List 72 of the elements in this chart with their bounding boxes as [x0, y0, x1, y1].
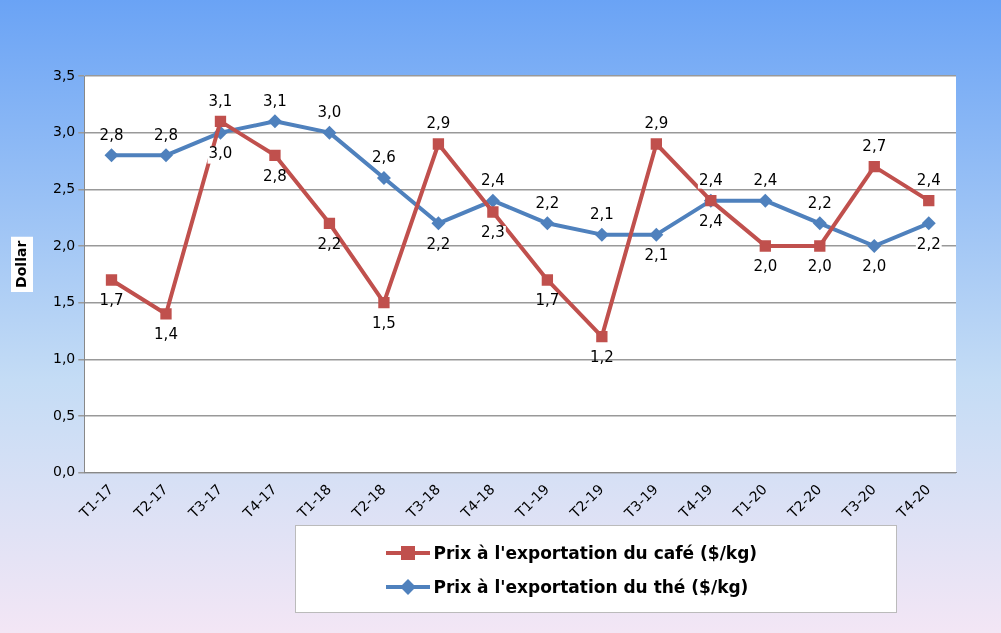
point — [376, 170, 391, 185]
y-tick-label: 3,5 — [53, 66, 76, 83]
point — [104, 148, 119, 163]
data-label: 2,6 — [371, 148, 396, 167]
point — [541, 274, 554, 286]
data-label: 2,8 — [99, 125, 124, 144]
data-label: 2,3 — [480, 223, 505, 242]
point — [485, 193, 500, 208]
data-label: 2,4 — [698, 171, 723, 190]
y-axis-title: Dollar — [12, 240, 29, 288]
data-label: 1,7 — [535, 291, 560, 310]
data-label: 2,4 — [753, 171, 778, 190]
data-label: 2,2 — [916, 234, 941, 253]
data-label: 1,7 — [99, 291, 124, 310]
data-label: 2,9 — [644, 114, 669, 133]
point — [923, 194, 935, 207]
data-label: 2,2 — [535, 193, 560, 212]
point — [594, 227, 609, 242]
data-label: 2,0 — [807, 257, 832, 276]
y-tick-label: 3,0 — [53, 123, 76, 140]
point — [214, 115, 227, 127]
data-label: 3,0 — [317, 103, 342, 122]
point — [431, 216, 446, 231]
legend-label: Prix à l'exportation du thé ($/kg) — [433, 577, 749, 597]
point — [105, 274, 118, 286]
y-tick-label: 2,0 — [53, 236, 76, 253]
data-label: 2,0 — [862, 257, 887, 276]
y-tick-label: 1,5 — [53, 293, 76, 310]
point — [596, 330, 608, 343]
point — [323, 217, 336, 229]
point — [649, 227, 664, 242]
point — [269, 149, 281, 161]
point — [160, 308, 172, 320]
y-tick-label: 1,0 — [53, 349, 76, 366]
y-tick-label: 0,5 — [53, 406, 76, 423]
data-label: 2,9 — [426, 114, 451, 133]
data-label: 2,8 — [263, 166, 287, 185]
point — [868, 161, 880, 173]
data-label: 2,2 — [426, 234, 451, 253]
point — [158, 148, 173, 163]
point — [378, 296, 390, 309]
data-label: 2,8 — [154, 125, 178, 144]
data-label: 1,4 — [154, 325, 178, 344]
point — [759, 240, 771, 252]
y-tick-label: 2,5 — [53, 179, 76, 196]
point — [867, 238, 882, 253]
data-label: 3,1 — [208, 91, 233, 110]
data-label: 1,2 — [589, 348, 614, 367]
data-label: 2,4 — [698, 212, 723, 231]
y-tick-label: 0,0 — [53, 463, 76, 480]
data-label: 2,4 — [916, 171, 941, 190]
point — [758, 193, 773, 208]
point — [814, 240, 826, 252]
data-label: 2,4 — [480, 171, 505, 190]
data-label: 2,0 — [753, 257, 778, 276]
point — [921, 216, 936, 231]
point — [432, 138, 445, 150]
point — [322, 125, 337, 140]
point — [650, 138, 662, 150]
point — [812, 216, 827, 231]
point — [487, 206, 499, 218]
point — [540, 216, 555, 231]
data-label: 2,1 — [589, 205, 614, 224]
data-label: 2,7 — [862, 137, 887, 156]
data-label: 2,1 — [644, 246, 669, 265]
point — [267, 114, 282, 129]
data-label: 2,2 — [807, 193, 832, 212]
data-label: 1,5 — [371, 314, 396, 333]
data-label: 3,0 — [208, 144, 233, 163]
data-label: 3,1 — [263, 91, 287, 110]
data-label: 2,2 — [317, 234, 342, 253]
legend-label: Prix à l'exportation du café ($/kg) — [433, 543, 758, 563]
